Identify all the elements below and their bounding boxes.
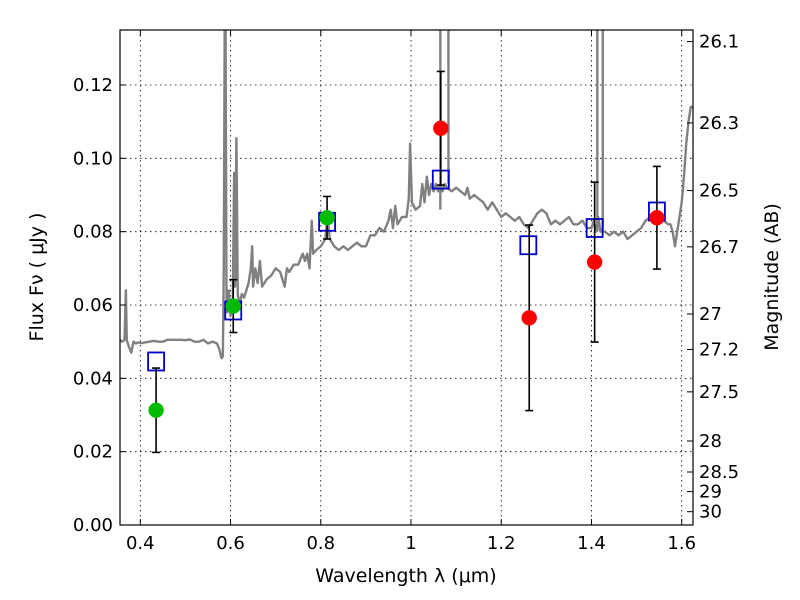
- y-tick-label-1: 0.02: [73, 442, 113, 463]
- flux-point-1-2: [586, 254, 603, 270]
- y-tick-label-6: 0.12: [73, 75, 113, 96]
- y-tick-label-4: 0.08: [73, 222, 113, 243]
- y2-axis-title: Magnitude (AB): [761, 203, 783, 351]
- x-axis-title: Wavelength λ (μm): [315, 565, 496, 587]
- y-tick-label-5: 0.10: [73, 148, 113, 169]
- mag-tick-label-0: 26.1: [699, 32, 739, 53]
- y-tick-label-3: 0.06: [73, 295, 113, 316]
- x-tick-label-3: 1: [405, 533, 416, 554]
- data-marks: [147, 70, 666, 454]
- flux-point-0-2: [319, 209, 335, 226]
- flux-point-1-0: [433, 120, 449, 137]
- x-tick-label-4: 1.2: [487, 533, 516, 554]
- plot-frame: [119, 29, 694, 526]
- model-spectrum: [120, 30, 693, 360]
- mag-tick-label-2: 26.5: [699, 181, 739, 202]
- x-tick-label-5: 1.4: [577, 533, 606, 554]
- model-flux-square-4: [519, 235, 538, 256]
- mag-tick-label-6: 27.5: [699, 382, 739, 403]
- y-tick-label-2: 0.04: [73, 368, 113, 389]
- mag-tick-label-5: 27.2: [699, 339, 739, 360]
- x-tick-label-1: 0.6: [216, 533, 245, 554]
- x-tick-label-2: 0.8: [306, 533, 335, 554]
- x-tick-label-0: 0.4: [126, 533, 155, 554]
- mag-tick-label-10: 30: [699, 502, 722, 523]
- spectrum-line: [120, 30, 693, 360]
- axis-ticks: 0.4 0.6 0.8 1 1.2 1.4 1.6 0.00 0.02 0.04 0.06 0.08 0…: [73, 30, 739, 554]
- flux-point-0-1: [225, 298, 241, 314]
- grid-lines: [120, 30, 693, 525]
- mag-tick-label-7: 28: [699, 431, 722, 452]
- y-axis-title: Flux Fν ( μJy ): [26, 213, 48, 342]
- mag-tick-label-3: 26.7: [699, 237, 739, 258]
- y-tick-label-0: 0.00: [73, 515, 113, 536]
- x-tick-label-6: 1.6: [667, 533, 696, 554]
- flux-point-1-3: [649, 209, 665, 226]
- mag-tick-label-9: 29: [699, 482, 722, 503]
- flux-point-1-1: [521, 310, 537, 326]
- flux-point-0-0: [148, 402, 164, 418]
- mag-tick-label-4: 27: [699, 304, 722, 325]
- mag-tick-label-1: 26.3: [699, 113, 739, 134]
- mag-tick-label-8: 28.5: [699, 462, 739, 483]
